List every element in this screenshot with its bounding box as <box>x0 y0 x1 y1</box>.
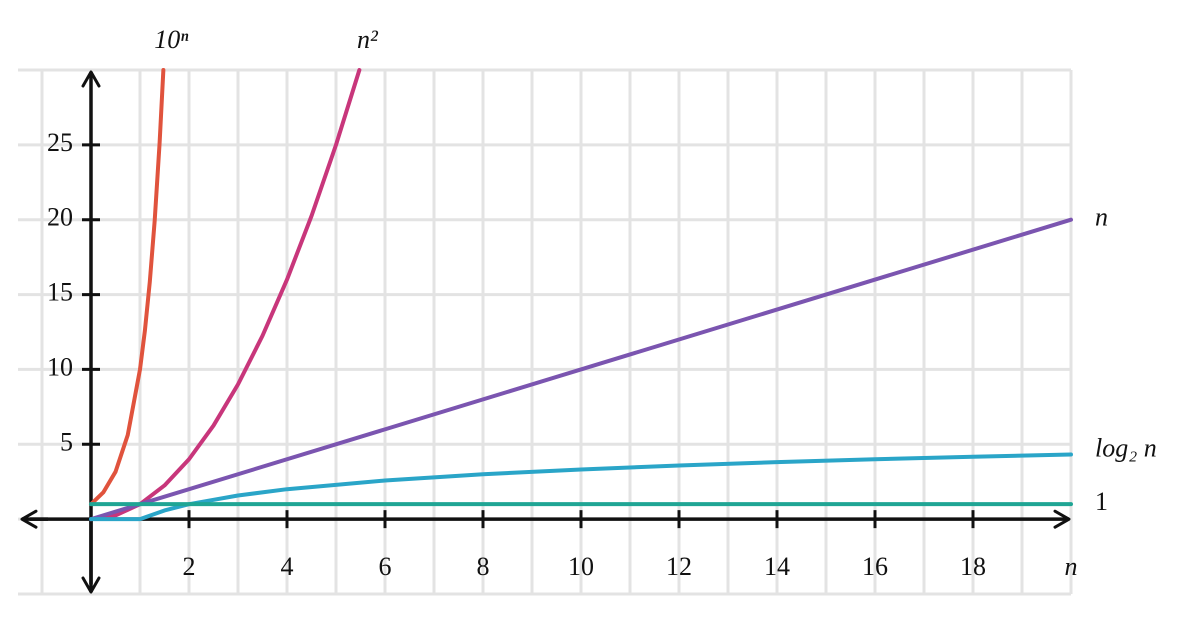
labels: 10ⁿ n² n log₂ n 1 <box>154 25 1156 516</box>
x-tick-label: 14 <box>764 552 790 581</box>
series-label: 10ⁿ <box>154 25 189 54</box>
x-tick-label: 6 <box>379 552 392 581</box>
x-axis-label: n <box>1065 552 1078 581</box>
x-tick-label: 16 <box>862 552 888 581</box>
series-label: n² <box>357 25 379 54</box>
x-tick-label: 8 <box>477 552 490 581</box>
series-label: 1 <box>1095 487 1108 516</box>
x-tick-label: 10 <box>568 552 594 581</box>
y-tick-label: 20 <box>47 203 73 232</box>
x-tick-label: 12 <box>666 552 692 581</box>
series-label: n <box>1095 203 1108 232</box>
line-series <box>89 68 166 507</box>
line-series <box>89 217 1073 522</box>
grid <box>18 68 1073 596</box>
axes: 2 4 6 8 10 12 14 16 18 5 10 15 20 25 n <box>20 70 1078 594</box>
y-tick-label: 10 <box>47 352 73 381</box>
y-tick-label: 25 <box>47 128 73 157</box>
line-series <box>89 452 1073 522</box>
curves <box>89 68 1073 522</box>
y-tick-label: 5 <box>60 427 73 456</box>
x-tick-label: 18 <box>960 552 986 581</box>
x-tick-label: 2 <box>183 552 196 581</box>
x-tick-label: 4 <box>281 552 294 581</box>
series-label: log₂ n <box>1095 433 1157 462</box>
y-tick-label: 15 <box>47 278 73 307</box>
